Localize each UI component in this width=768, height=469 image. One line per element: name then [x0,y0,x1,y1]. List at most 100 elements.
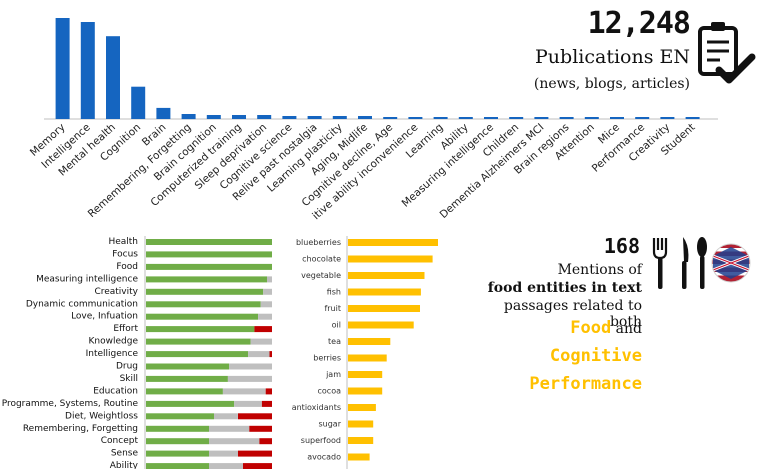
word-and: and [611,321,642,337]
chart1-bar [131,86,146,119]
chart2-bar-segment [146,363,230,370]
chart2-bar-segment [261,400,272,407]
chart3-category-label: oil [332,321,341,330]
food-text-line2-rest: in text [586,280,642,296]
chart3-bar [348,437,374,444]
chart2-bar-segment [209,425,250,432]
word-cognitive: Cognitive [470,346,642,366]
chart1-bar [181,114,196,120]
chart1-bar [257,115,272,119]
chart2-bar-segment [146,425,209,432]
publications-label: Publications EN [535,46,690,68]
chart1-bar [282,116,297,119]
chart2-bar-segment [250,338,272,345]
chart1-bar [383,117,398,119]
food-text-line4: Food and [470,318,642,338]
chart2-bar-segment [265,388,272,395]
spoon-icon [697,237,707,257]
chart2-bar-segment [146,400,235,407]
chart3-category-label: tea [328,337,341,346]
chart3-category-label: sugar [318,420,341,429]
chart2-bar-segment [238,413,272,420]
chart2-bar-segment [146,438,209,445]
chart1-bar [433,117,448,119]
food-entities-count: 168 [603,234,640,258]
chart2-bar-segment [214,413,238,420]
chart2-category-label: Sense [111,449,139,459]
chart2-bar-segment [146,375,228,382]
chart2-category-label: Dynamic communication [26,299,138,309]
chart3-category-label: chocolate [302,255,341,264]
chart1-bar [458,117,473,119]
chart3-bar [348,255,433,263]
chart2-category-label: Love, Infuation [71,312,138,322]
chart1-bar [106,36,120,120]
chart2-bar-segment [267,276,272,283]
chart2-bar-segment [234,400,262,407]
chart2-bar-segment [146,463,209,469]
publications-count: 12,248 [587,6,691,41]
chart2-category-label: Remembering, Forgetting [23,424,138,434]
chart1-bar [206,115,221,119]
chart2-bar-segment [229,363,272,370]
chart1-bar [408,117,423,119]
word-performance-text: Performance [529,374,642,394]
chart1-bar [685,117,700,119]
chart1-bar [484,117,498,119]
chart2-bar-segment [146,251,272,258]
chart3-bar [348,354,387,362]
chart2-bar-segment [254,326,272,333]
chart2-category-label: Measuring intelligence [36,274,138,284]
chart3-category-label: blueberries [296,238,341,247]
word-cognitive-text: Cognitive [549,346,642,366]
chart2-category-label: Drug [116,362,138,372]
chart3-bar [348,338,391,345]
flag-outline-icon [711,243,751,283]
chart3-bar [348,371,383,378]
chart3-category-label: cocoa [318,387,342,396]
chart3-bar [348,272,425,279]
chart3-bar [348,404,376,411]
chart1-bar [307,116,322,119]
chart3-category-label: fish [327,288,341,297]
flag-cross-red-icon [712,255,750,271]
chart2-category-label: Programme, Systems, Routine [2,399,139,409]
chart2-bar-segment [243,463,272,469]
knife-blade-icon [683,237,689,262]
chart2-category-label: Education [93,386,138,396]
chart2-bar-segment [146,276,267,283]
chart2-category-label: Knowledge [89,337,139,347]
food-text-line3: passages related to both [503,298,642,330]
food-text-line1: Mentions of [557,262,642,278]
chart3-category-label: fruit [324,304,341,313]
chart2-category-label: Diet, Weightloss [65,411,138,421]
chart2-bar-segment [269,351,272,358]
chart3-category-label: berries [313,354,341,363]
chart2-bar-segment [209,450,238,457]
chart3-bar [348,288,421,296]
chart2-bar-segment [146,338,251,345]
chart3-bar [348,305,420,312]
chart2-bar-segment [227,375,272,382]
chart3-bar [348,239,438,246]
chart2-bar-segment [249,425,272,432]
chart2-bar-segment [263,288,272,295]
chart3-bar [348,387,383,395]
chart2-bar-segment [146,450,209,457]
chart2-bar-segment [146,263,272,270]
word-performance: Performance [470,374,642,394]
publications-sources: (news, blogs, articles) [533,76,690,92]
chart2-bar-segment [248,351,270,358]
chart2-bar-segment [146,413,214,420]
chart2-category-label: Intelligence [86,349,139,359]
chart2-category-label: Creativity [94,287,138,297]
chart1-bar [635,117,650,119]
chart1-bar [55,18,70,119]
chart1-bar [156,107,171,119]
fork-handle-icon [658,257,663,289]
chart2-category-label: Food [116,262,138,272]
food-text-line2: food entities in text [470,280,642,296]
chart2-bar-segment [146,326,255,333]
chart2-category-label: Concept [101,436,139,446]
